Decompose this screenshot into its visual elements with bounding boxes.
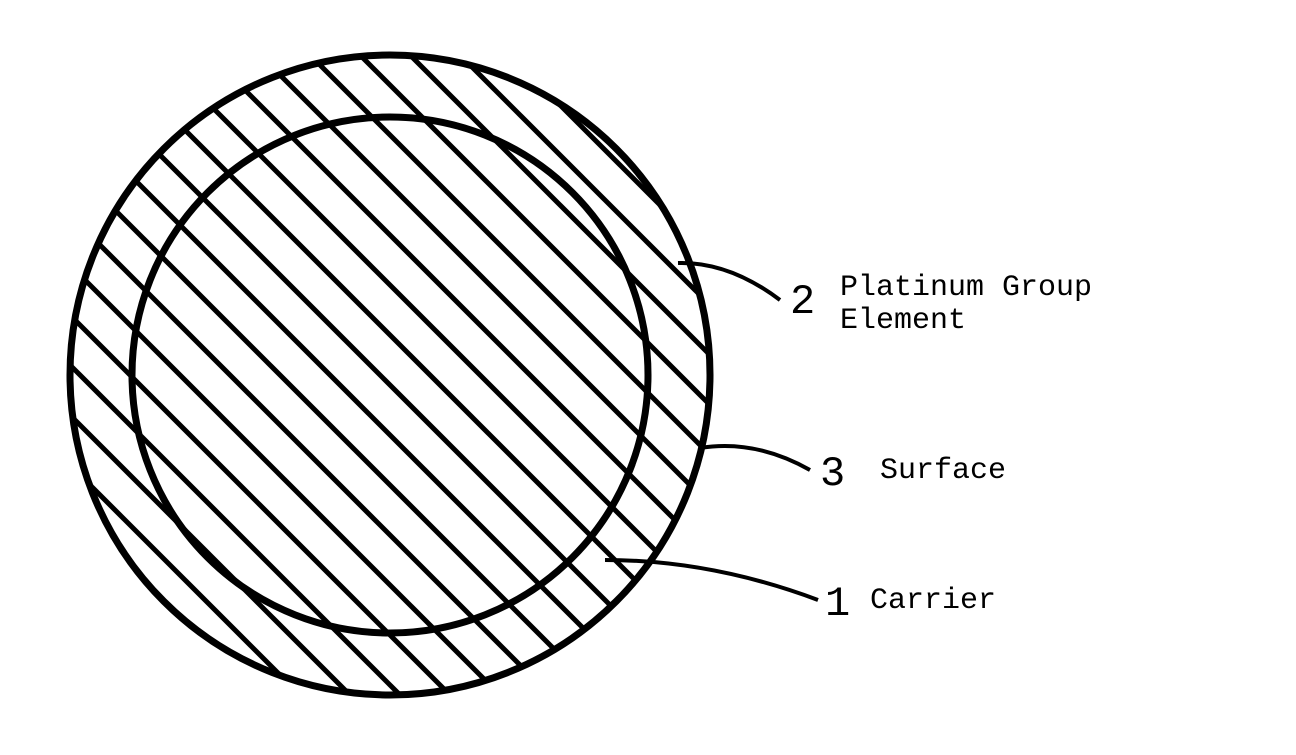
leader-surface [700,446,810,470]
label-1-text: Carrier [870,585,996,618]
outer-circle [70,55,710,695]
cross-section-diagram: 2 Platinum GroupElement 3 Surface 1 Carr… [0,0,1296,750]
label-2-number: 2 [790,278,815,326]
label-2-text: Platinum GroupElement [840,272,1092,338]
hatch-lines [50,0,730,750]
label-3-number: 3 [820,450,845,498]
diagram-svg [0,0,1296,750]
label-1-number: 1 [825,580,850,628]
inner-circle [132,117,648,633]
label-3-text: Surface [880,455,1006,488]
